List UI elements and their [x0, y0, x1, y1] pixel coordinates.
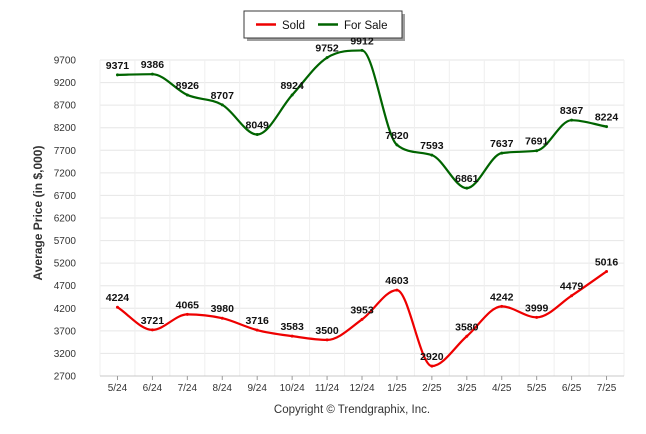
data-label-sold: 3716	[246, 315, 270, 327]
y-tick-label: 8700	[54, 101, 77, 112]
data-label-for-sale: 9386	[141, 59, 165, 71]
data-point-sold	[150, 328, 154, 332]
data-point-for-sale	[570, 118, 574, 122]
data-point-for-sale	[500, 151, 504, 155]
data-point-sold	[465, 334, 469, 338]
data-point-for-sale	[605, 125, 609, 129]
data-point-for-sale	[150, 72, 154, 76]
y-tick-label: 4200	[54, 304, 77, 315]
legend-label-sold: Sold	[282, 20, 305, 32]
x-tick-label: 1/25	[387, 383, 407, 394]
data-label-for-sale: 7593	[420, 140, 444, 152]
data-label-sold: 4065	[176, 299, 200, 311]
data-label-for-sale: 8924	[280, 80, 304, 92]
data-point-for-sale	[220, 103, 224, 107]
data-label-for-sale: 9752	[315, 43, 339, 55]
data-label-sold: 4242	[490, 291, 514, 303]
data-label-for-sale: 6861	[455, 173, 479, 185]
data-label-sold: 5016	[595, 256, 619, 268]
data-point-for-sale	[255, 133, 259, 137]
legend-label-for-sale: For Sale	[344, 20, 387, 32]
x-tick-label: 7/25	[597, 383, 617, 394]
data-label-for-sale: 9912	[350, 35, 374, 47]
y-tick-label: 3200	[54, 349, 77, 360]
data-point-for-sale	[395, 143, 399, 147]
y-tick-label: 6700	[54, 191, 77, 202]
data-label-sold: 3980	[211, 303, 235, 315]
data-point-sold	[535, 315, 539, 319]
x-tick-label: 10/24	[280, 383, 305, 394]
x-tick-label: 12/24	[349, 383, 374, 394]
x-tick-label: 4/25	[492, 383, 512, 394]
data-point-sold	[360, 317, 364, 321]
data-point-for-sale	[465, 186, 469, 190]
data-point-for-sale	[535, 149, 539, 153]
x-tick-label: 11/24	[315, 383, 340, 394]
data-point-sold	[220, 316, 224, 320]
x-tick-label: 6/24	[143, 383, 163, 394]
y-tick-label: 9700	[54, 56, 77, 67]
x-tick-label: 7/24	[178, 383, 198, 394]
x-tick-label: 3/25	[457, 383, 477, 394]
data-label-for-sale: 9371	[106, 60, 130, 72]
x-tick-label: 9/24	[247, 383, 267, 394]
data-point-for-sale	[325, 56, 329, 60]
data-label-sold: 2920	[420, 351, 444, 363]
data-label-for-sale: 7820	[385, 130, 409, 142]
data-point-sold	[290, 334, 294, 338]
y-tick-label: 4700	[54, 281, 77, 292]
data-point-sold	[115, 305, 119, 309]
y-tick-label: 6200	[54, 214, 77, 225]
data-point-for-sale	[185, 93, 189, 97]
data-point-sold	[325, 338, 329, 342]
data-label-sold: 3583	[280, 321, 304, 333]
data-point-for-sale	[360, 48, 364, 52]
y-tick-label: 7200	[54, 168, 77, 179]
x-tick-label: 5/25	[527, 383, 547, 394]
y-tick-label: 5700	[54, 236, 77, 247]
data-point-sold	[395, 288, 399, 292]
data-point-for-sale	[115, 73, 119, 77]
y-tick-label: 5200	[54, 259, 77, 270]
y-tick-label: 8200	[54, 123, 77, 134]
data-point-sold	[500, 304, 504, 308]
data-point-sold	[255, 328, 259, 332]
x-tick-label: 2/25	[422, 383, 442, 394]
data-point-sold	[430, 364, 434, 368]
data-label-for-sale: 8224	[595, 112, 619, 124]
legend: Sold For Sale	[243, 10, 405, 41]
data-point-sold	[185, 312, 189, 316]
data-label-for-sale: 8707	[211, 90, 235, 102]
data-point-for-sale	[290, 93, 294, 97]
data-point-sold	[570, 294, 574, 298]
y-tick-label: 7700	[54, 146, 77, 157]
y-axis-title: Average Price (in $,000)	[31, 146, 45, 281]
series-line-sold	[116, 270, 608, 368]
y-tick-label: 9200	[54, 78, 77, 89]
copyright-footer: Copyright © Trendgraphix, Inc.	[274, 404, 430, 416]
data-point-for-sale	[430, 153, 434, 157]
x-tick-label: 8/24	[213, 383, 233, 394]
data-label-sold: 3999	[525, 302, 549, 314]
data-label-sold: 4479	[560, 281, 584, 293]
data-label-sold: 3580	[455, 321, 479, 333]
data-label-for-sale: 8367	[560, 105, 584, 117]
x-tick-label: 5/24	[108, 383, 128, 394]
data-label-for-sale: 8049	[246, 120, 270, 132]
x-tick-label: 6/25	[562, 383, 582, 394]
data-label-sold: 3500	[315, 325, 339, 337]
data-label-for-sale: 7637	[490, 138, 514, 150]
data-label-sold: 4603	[385, 275, 409, 287]
data-label-for-sale: 8926	[176, 80, 200, 92]
data-label-for-sale: 7691	[525, 136, 549, 148]
data-label-sold: 3953	[350, 304, 374, 316]
data-point-sold	[605, 269, 609, 273]
y-tick-label: 3700	[54, 326, 77, 337]
data-label-sold: 3721	[141, 315, 165, 327]
data-label-sold: 4224	[106, 292, 130, 304]
y-tick-label: 2700	[54, 372, 77, 383]
series-line-for-sale	[116, 49, 608, 190]
